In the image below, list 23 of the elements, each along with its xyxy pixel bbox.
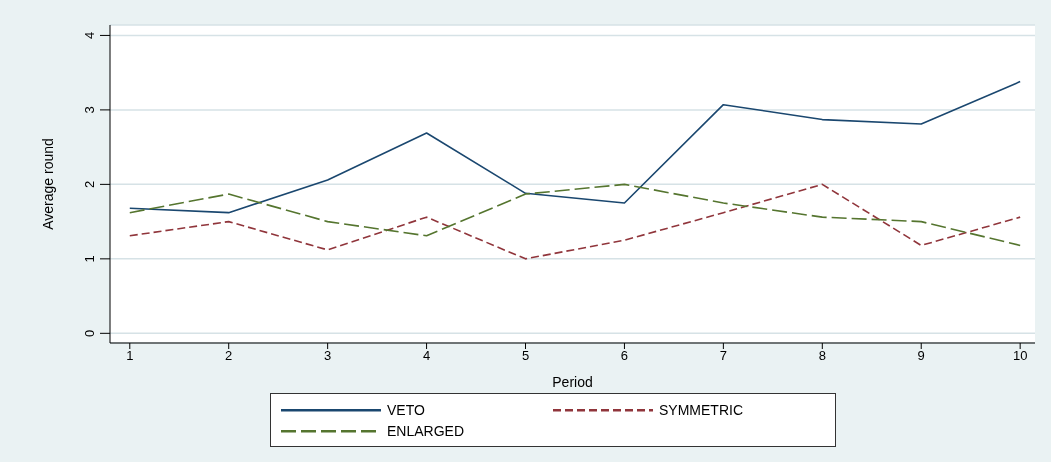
x-tick-label: 7 [719,348,727,364]
x-tick-label: 6 [620,348,629,364]
legend-label: SYMMETRIC [659,401,743,418]
y-tick-label: 0 [82,329,97,337]
x-tick-label: 10 [1012,348,1028,364]
x-tick-label: 9 [917,348,925,364]
legend-label: VETO [387,401,425,418]
y-axis-title: Average round [39,138,56,230]
y-tick-label: 3 [82,106,97,114]
y-tick-label: 4 [82,31,97,40]
x-tick-label: 3 [324,348,332,364]
x-tick-label: 4 [422,348,431,364]
y-tick-label: 2 [82,180,97,188]
x-tick-label: 5 [521,348,530,364]
line-series [128,183,1021,260]
line-series [128,80,1021,214]
y-tick-label: 1 [82,255,97,263]
x-tick-label: 8 [818,348,826,364]
x-axis-title: Period [552,374,593,390]
x-tick-label: 2 [225,348,233,364]
line-series [128,183,1021,247]
x-tick-label: 1 [126,348,134,364]
legend-label: ENLARGED [387,422,465,439]
